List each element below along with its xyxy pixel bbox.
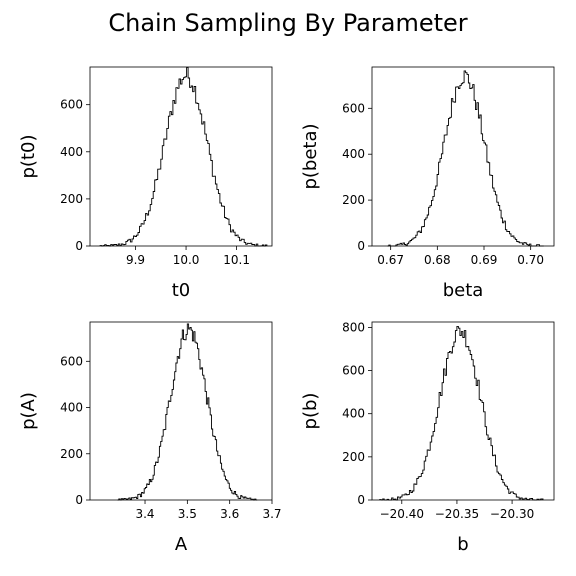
y-tick-label: 0 [75, 493, 83, 507]
panel-t0: 9.9 10.0 10.1 0 200 400 600 t0 p(t0) [18, 66, 273, 301]
histogram-A [117, 323, 258, 501]
axes-frame [371, 321, 555, 501]
x-tick-label: −20.40 [380, 507, 424, 521]
y-tick-label: 400 [60, 145, 83, 159]
y-axis-label: p(A) [18, 392, 39, 430]
histogram-t0 [99, 66, 268, 247]
x-axis-label: A [175, 534, 188, 555]
y-axis-label: p(b) [300, 393, 321, 430]
y-tick-label: 600 [342, 364, 365, 378]
x-axis-label: b [457, 534, 468, 555]
axes-frame [89, 321, 273, 501]
axes-frame [89, 66, 273, 247]
x-tick-label: −20.30 [490, 507, 534, 521]
y-axis-label: p(t0) [18, 135, 39, 179]
y-tick-label: 400 [60, 401, 83, 415]
y-tick-label: 800 [342, 320, 365, 334]
y-tick-label: 200 [342, 193, 365, 207]
y-tick-label: 600 [60, 98, 83, 112]
histogram-b [379, 325, 544, 501]
x-tick-label: 0.69 [471, 253, 498, 267]
x-axis-label: t0 [172, 280, 191, 301]
y-tick-label: 400 [342, 407, 365, 421]
y-tick-label: 600 [60, 354, 83, 368]
x-tick-label: 3.4 [135, 507, 154, 521]
x-tick-label: 0.67 [377, 253, 404, 267]
panel-b: −20.40 −20.35 −20.30 0 200 400 600 800 b p(b) [300, 320, 555, 555]
y-tick-label: 400 [342, 147, 365, 161]
histogram-beta [387, 70, 544, 247]
x-tick-label: −20.35 [435, 507, 479, 521]
x-tick-label: 3.5 [178, 507, 197, 521]
panel-A: 3.4 3.5 3.6 3.7 0 200 400 600 Ap(A) [18, 321, 282, 555]
y-tick-label: 200 [60, 447, 83, 461]
x-tick-label: 10.0 [173, 253, 200, 267]
x-tick-label: 9.9 [126, 253, 145, 267]
y-tick-label: 200 [342, 450, 365, 464]
x-tick-label: 3.6 [220, 507, 239, 521]
x-tick-label: 0.68 [424, 253, 451, 267]
figure-title: Chain Sampling By Parameter [108, 9, 467, 37]
y-tick-label: 0 [357, 239, 365, 253]
y-tick-label: 200 [60, 192, 83, 206]
x-tick-label: 3.7 [262, 507, 281, 521]
x-tick-label: 0.70 [517, 253, 544, 267]
histogram-panels: 9.9 10.0 10.1 0 200 400 600 t0 p(t0) 0.67 0.68 0.69… [18, 66, 555, 555]
x-tick-label: 10.1 [223, 253, 250, 267]
y-tick-label: 0 [357, 493, 365, 507]
y-tick-label: 600 [342, 101, 365, 115]
y-tick-label: 0 [75, 239, 83, 253]
panel-beta: 0.67 0.68 0.69 0.70 0 200 400 600 beta p(beta) [300, 66, 555, 301]
axes-frame [371, 66, 555, 247]
x-axis-label: beta [443, 280, 484, 301]
y-axis-label: p(beta) [300, 123, 321, 189]
